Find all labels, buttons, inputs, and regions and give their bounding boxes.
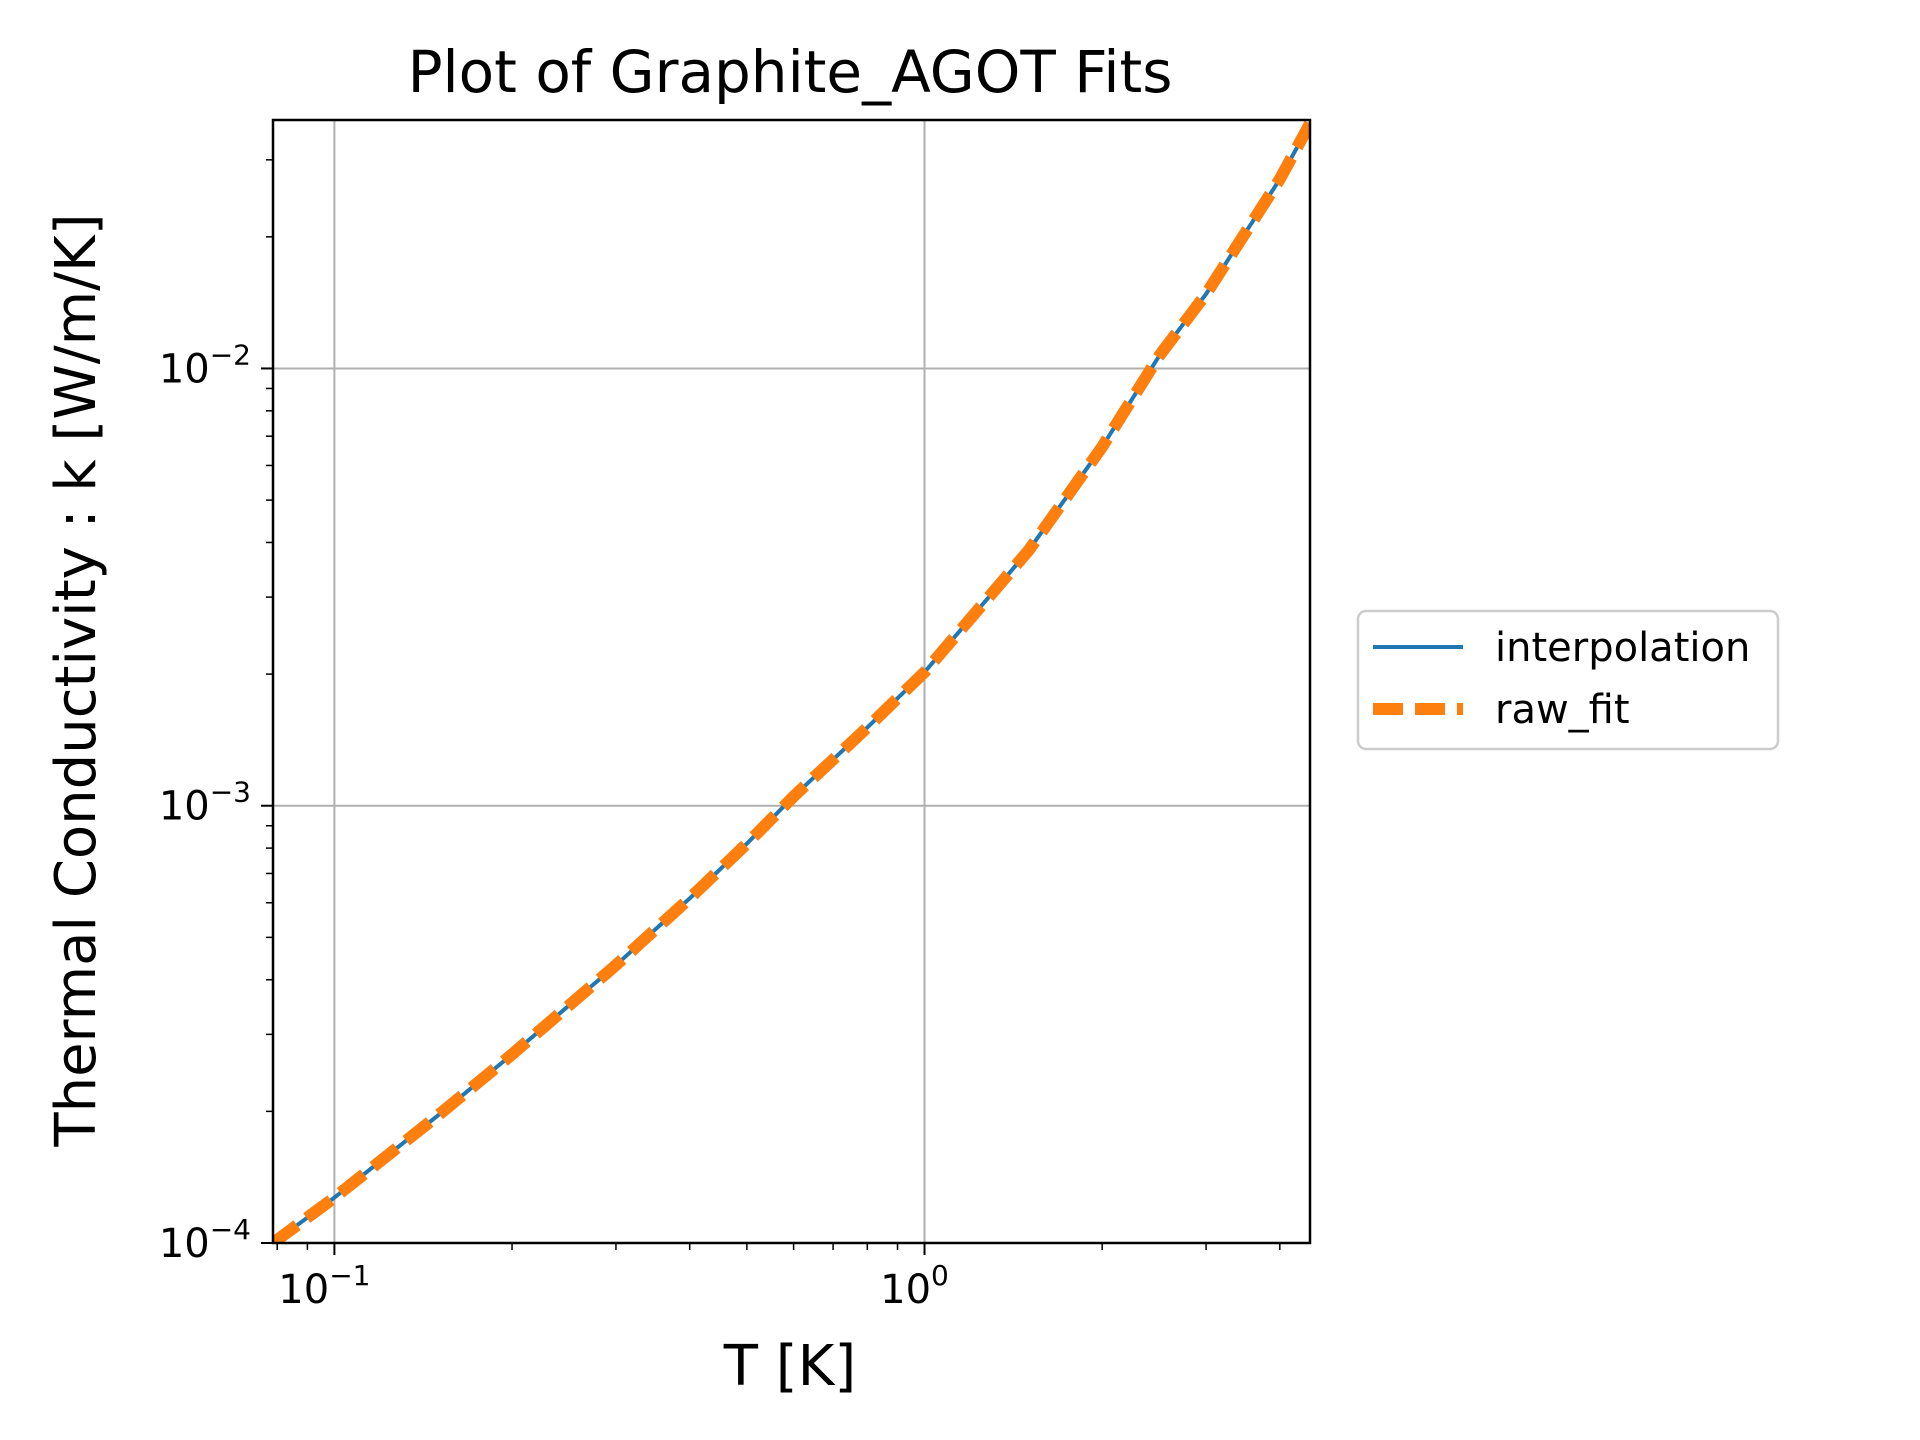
y-tick-label: 10−4 (159, 1213, 251, 1267)
legend-label-interpolation: interpolation (1495, 625, 1750, 671)
y-axis-ticks: 10−4 10−3 10−2 (159, 338, 273, 1267)
legend: interpolation raw_fit (1356, 609, 1780, 751)
y-tick-label: 10−2 (159, 338, 251, 392)
series-line-interpolation (273, 122, 1310, 1243)
series-line-raw-fit (273, 120, 1310, 1243)
minor-ticks (266, 159, 1281, 1250)
y-axis-title: Thermal Conductivity : k [W/m/K] (44, 213, 109, 1147)
plot-area-frame (271, 118, 1312, 1245)
x-axis-ticks: 10−1 100 (278, 1243, 949, 1313)
series-layer (273, 120, 1310, 1243)
x-tick-label: 10−1 (278, 1259, 370, 1313)
y-tick-label: 10−3 (159, 776, 251, 830)
legend-label-raw-fit: raw_fit (1495, 687, 1630, 733)
grid-lines (273, 120, 1310, 1243)
x-axis-title: T [K] (723, 1334, 856, 1399)
chart-title: Plot of Graphite_AGOT Fits (408, 38, 1173, 106)
x-tick-label: 100 (880, 1259, 949, 1313)
